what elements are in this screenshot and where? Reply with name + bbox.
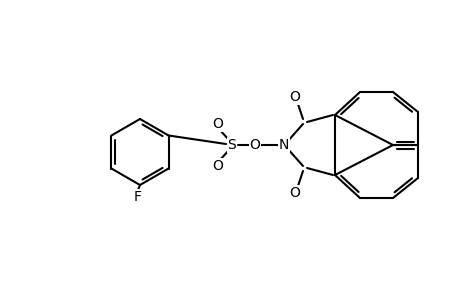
Text: S: S bbox=[227, 138, 236, 152]
Text: N: N bbox=[278, 138, 289, 152]
Text: O: O bbox=[212, 159, 223, 173]
Text: F: F bbox=[134, 190, 142, 204]
Text: O: O bbox=[289, 186, 300, 200]
Text: O: O bbox=[249, 138, 260, 152]
Text: O: O bbox=[289, 90, 300, 104]
Text: O: O bbox=[212, 117, 223, 131]
